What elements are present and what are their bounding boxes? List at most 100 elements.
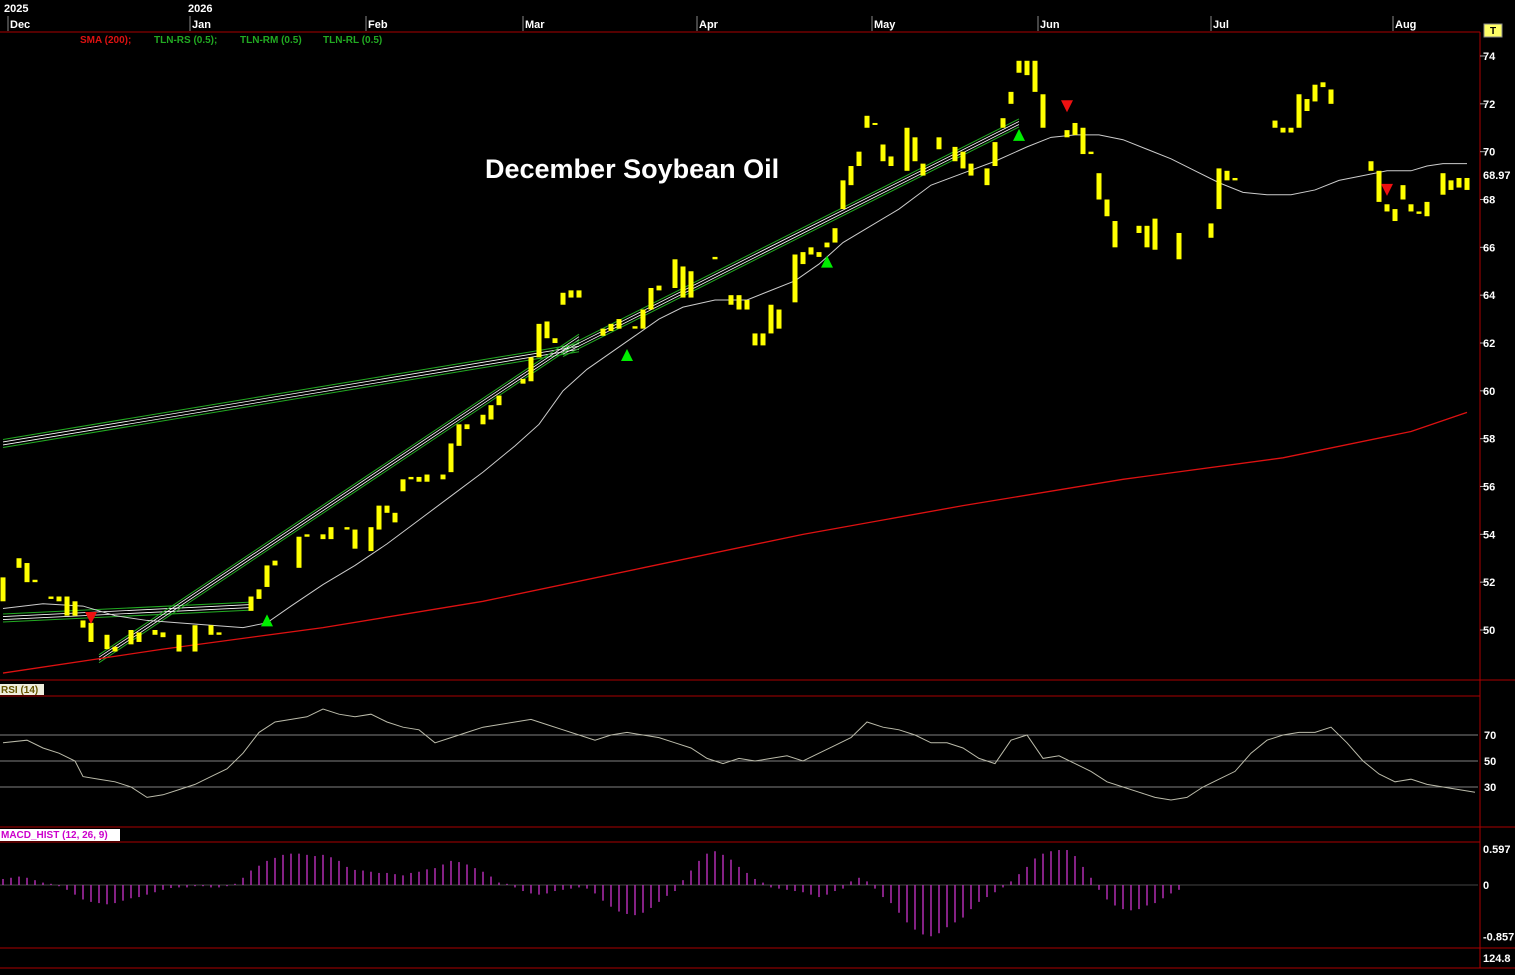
toolbar-button-t[interactable]: T bbox=[1483, 23, 1503, 38]
price-bar bbox=[16, 558, 22, 568]
buy-signal-marker bbox=[261, 614, 273, 627]
price-bar bbox=[1232, 177, 1238, 181]
price-bar bbox=[152, 630, 158, 635]
price-bar bbox=[1112, 221, 1118, 248]
x-axis-month-label: Feb bbox=[368, 19, 388, 31]
legend-entry: SMA (200); bbox=[80, 35, 131, 46]
price-y-axis: 74 72 70 68 66 64 62 60 58 56 54 52 50 bbox=[1480, 51, 1496, 637]
price-bar bbox=[456, 424, 462, 446]
price-bar bbox=[400, 479, 406, 492]
macd-y-tick-label: 0 bbox=[1483, 880, 1489, 892]
price-bar bbox=[792, 254, 798, 303]
price-y-tick-label: 52 bbox=[1483, 577, 1495, 589]
price-y-tick-label: 70 bbox=[1483, 147, 1495, 159]
toolbar-button-t-label: T bbox=[1490, 26, 1496, 37]
rsi-level-label: 50 bbox=[1484, 756, 1496, 768]
ohlc-bars bbox=[0, 60, 1470, 652]
channel-boundary-line bbox=[2, 601, 252, 615]
channel-center-line bbox=[2, 348, 580, 446]
price-bar bbox=[1456, 177, 1462, 188]
price-bar bbox=[248, 596, 254, 611]
price-bar bbox=[1320, 82, 1326, 88]
price-bar bbox=[824, 242, 830, 248]
price-bar bbox=[1328, 89, 1334, 104]
price-bar bbox=[752, 333, 758, 346]
price-bar bbox=[1392, 209, 1398, 222]
price-bar bbox=[1440, 173, 1446, 195]
buy-signal-marker bbox=[1013, 128, 1025, 141]
rsi-level-lines: 70 50 30 bbox=[0, 730, 1496, 794]
price-bar bbox=[760, 333, 766, 346]
rsi-level-label: 30 bbox=[1484, 782, 1496, 794]
channel-boundary-line bbox=[2, 351, 580, 448]
price-y-tick-label: 58 bbox=[1483, 434, 1495, 446]
price-bar bbox=[1072, 122, 1078, 135]
price-bar bbox=[1272, 120, 1278, 128]
price-y-tick-label: 54 bbox=[1483, 529, 1496, 541]
price-bar bbox=[984, 168, 990, 186]
x-axis-month-label: Dec bbox=[10, 19, 30, 31]
price-bar bbox=[744, 299, 750, 310]
rsi-panel: RSI (14) 70 50 30 bbox=[0, 684, 1496, 801]
price-bar bbox=[1384, 204, 1390, 212]
rsi-level-label: 70 bbox=[1484, 730, 1496, 742]
price-bar bbox=[1040, 94, 1046, 128]
price-bar bbox=[480, 414, 486, 425]
price-bar bbox=[32, 579, 38, 583]
chart-title: December Soybean Oil bbox=[485, 154, 779, 184]
price-bar bbox=[776, 309, 782, 329]
price-bar bbox=[1304, 99, 1310, 112]
buy-signal-marker bbox=[621, 348, 633, 361]
price-bar bbox=[1000, 118, 1006, 128]
legend-entry: TLN-RL (0.5) bbox=[323, 35, 382, 46]
legend-entry: TLN-RS (0.5); bbox=[154, 35, 217, 46]
price-bar bbox=[1296, 94, 1302, 128]
channel-boundary-line bbox=[2, 343, 580, 440]
sma-200-path bbox=[2, 411, 1468, 674]
price-bar bbox=[808, 247, 814, 255]
channel-center-line bbox=[98, 339, 580, 661]
price-bar bbox=[0, 577, 6, 602]
x-axis-month-label: Apr bbox=[699, 19, 719, 31]
macd-histogram bbox=[0, 850, 1478, 937]
price-bar bbox=[1288, 127, 1294, 133]
channel-center-line bbox=[562, 121, 1020, 352]
rsi-panel-label: RSI (14) bbox=[1, 685, 38, 696]
price-bar bbox=[992, 142, 998, 167]
x-axis-month-label: Jul bbox=[1213, 19, 1229, 31]
price-bar bbox=[904, 127, 910, 171]
channel-center-line bbox=[2, 607, 252, 620]
price-bar bbox=[544, 321, 550, 339]
price-bar bbox=[488, 405, 494, 420]
price-bar bbox=[176, 634, 182, 652]
last-price-label: 68.97 bbox=[1483, 170, 1511, 182]
price-bar bbox=[320, 534, 326, 540]
price-bar bbox=[568, 290, 574, 298]
price-bar bbox=[728, 295, 734, 305]
price-bar bbox=[88, 622, 94, 642]
price-bar bbox=[616, 319, 622, 329]
price-bar bbox=[328, 527, 334, 540]
price-bar bbox=[856, 151, 862, 167]
price-bar bbox=[552, 338, 558, 343]
price-bar bbox=[256, 589, 262, 599]
price-bar bbox=[1464, 177, 1470, 190]
price-bar bbox=[1216, 168, 1222, 210]
rsi-line bbox=[2, 708, 1476, 801]
price-bar bbox=[496, 395, 502, 406]
price-bar bbox=[48, 596, 54, 599]
price-bar bbox=[768, 304, 774, 334]
macd-panel-label: MACD_HIST (12, 26, 9) bbox=[1, 830, 108, 841]
price-bar bbox=[1104, 199, 1110, 217]
macd-corner-value: 124.8 bbox=[1483, 953, 1511, 965]
price-bar bbox=[1400, 185, 1406, 200]
macd-y-tick-label: 0.597 bbox=[1483, 844, 1511, 856]
channel-boundary-line bbox=[98, 333, 580, 656]
price-bar bbox=[376, 505, 382, 530]
price-bar bbox=[1376, 170, 1382, 202]
price-y-tick-label: 62 bbox=[1483, 338, 1495, 350]
price-bar bbox=[24, 563, 30, 583]
price-y-tick-label: 60 bbox=[1483, 386, 1495, 398]
price-bar bbox=[536, 323, 542, 358]
price-bar bbox=[424, 474, 430, 482]
